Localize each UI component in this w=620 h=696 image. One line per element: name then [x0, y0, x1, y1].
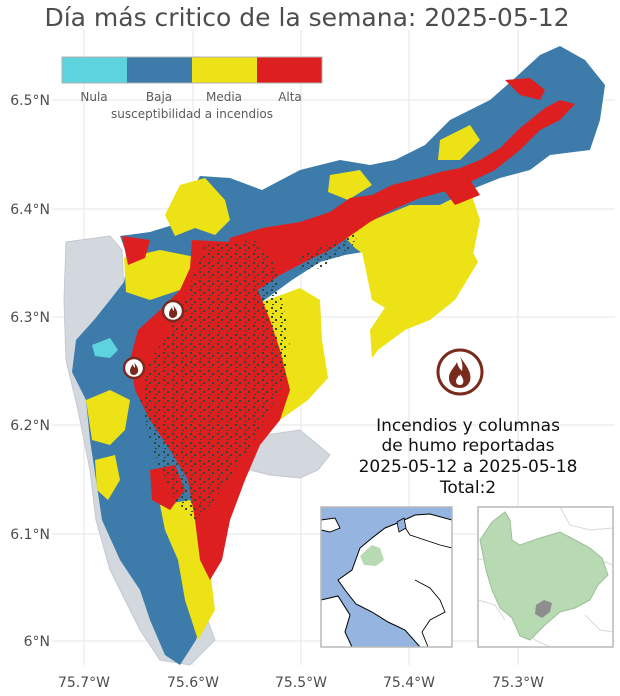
fire-marker-1[interactable] — [161, 299, 185, 323]
legend-swatch-media — [192, 57, 257, 83]
legend-swatch-baja — [127, 57, 192, 83]
legend-label-baja: Baja — [146, 90, 172, 104]
y-tick-label: 6.2°N — [10, 418, 50, 434]
fire-icon — [436, 348, 484, 396]
y-tick-label: 6.1°N — [10, 527, 50, 543]
legend-swatch-nula — [62, 57, 127, 83]
x-tick-label: 75.3°W — [492, 675, 544, 691]
y-tick-label: 6°N — [24, 634, 50, 650]
map-title: Día más critico de la semana: 2025-05-12 — [44, 3, 569, 32]
inset-colombia — [320, 506, 453, 648]
inset-antioquia — [477, 506, 614, 648]
y-tick-label: 6.4°N — [10, 202, 50, 218]
fire-reports-dates: 2025-05-12 a 2025-05-18 — [359, 457, 578, 477]
y-tick-label: 6.3°N — [10, 310, 50, 326]
fire-reports-info: Incendios y columnas de humo reportadas … — [359, 416, 578, 498]
x-tick-label: 75.7°W — [58, 675, 110, 691]
fire-reports-total: Total:2 — [439, 478, 496, 498]
legend-label-nula: Nula — [80, 90, 107, 104]
y-axis: 6.5°N 6.4°N 6.3°N 6.2°N 6.1°N 6°N — [10, 93, 50, 650]
legend-title: susceptibilidad a incendios — [111, 107, 273, 121]
x-tick-label: 75.4°W — [383, 675, 435, 691]
fire-marker-2[interactable] — [122, 356, 146, 380]
region-nula — [92, 338, 118, 358]
fire-reports-line2: de humo reportadas — [382, 436, 555, 456]
mosaic-texture — [140, 232, 360, 520]
fire-marker-icon — [169, 305, 178, 318]
legend: Nula Baja Media Alta susceptibilidad a i… — [61, 56, 323, 121]
x-tick-label: 75.5°W — [275, 675, 327, 691]
legend-label-media: Media — [206, 90, 242, 104]
fire-reports-line1: Incendios y columnas — [376, 416, 560, 436]
y-tick-label: 6.5°N — [10, 93, 50, 109]
x-axis: 75.7°W 75.6°W 75.5°W 75.4°W 75.3°W — [58, 675, 544, 691]
fire-marker-icon — [130, 362, 139, 375]
legend-label-alta: Alta — [278, 90, 302, 104]
legend-swatch-alta — [257, 57, 322, 83]
x-tick-label: 75.6°W — [167, 675, 219, 691]
